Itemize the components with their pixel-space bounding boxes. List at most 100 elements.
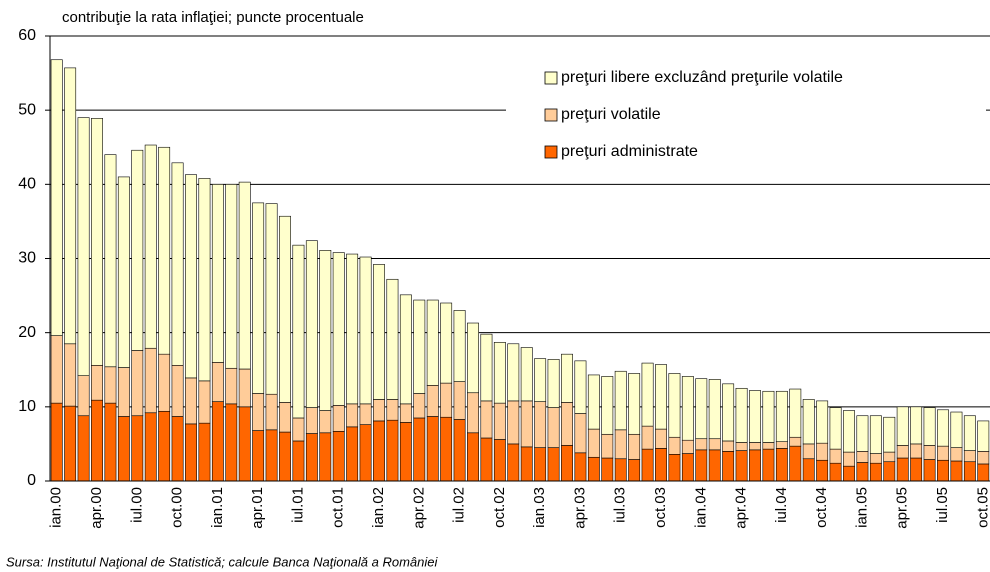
bar-segment	[480, 333, 493, 402]
bar-segment	[749, 449, 761, 482]
y-tick-label: 20	[18, 324, 36, 341]
bar-segment	[292, 440, 305, 482]
x-tick-label: apr.00	[88, 487, 105, 529]
bar-segment	[628, 373, 641, 435]
bar-segment	[211, 401, 224, 482]
bar-segment	[910, 443, 923, 459]
y-tick-label: 60	[18, 27, 36, 44]
bar-segment	[373, 420, 385, 482]
x-tick-label: iul.00	[128, 487, 145, 523]
legend-label: preţuri libere excluzând preţurile volat…	[561, 69, 843, 86]
bar-segment	[802, 443, 815, 460]
bar-segment	[292, 417, 305, 442]
bar-segment	[695, 438, 708, 451]
bar-segment	[238, 406, 251, 482]
bar-segment	[104, 402, 117, 482]
bar-segment	[359, 424, 372, 482]
bar-segment	[802, 399, 815, 445]
legend-box	[506, 58, 986, 170]
bar-segment	[252, 393, 265, 431]
bar-segment	[225, 184, 238, 369]
bar-segment	[641, 448, 654, 482]
bar-segment	[171, 364, 184, 417]
bar-segment	[681, 376, 694, 441]
bar-segment	[386, 399, 399, 421]
bar-segment	[762, 442, 775, 450]
x-tick-label: apr.01	[249, 487, 266, 529]
bar-segment	[117, 176, 130, 368]
bar-segment	[775, 441, 788, 449]
bar-segment	[279, 402, 291, 433]
bar-segment	[386, 419, 399, 482]
bar-segment	[252, 202, 265, 394]
bar-segment	[238, 181, 251, 370]
legend-swatch	[544, 108, 558, 122]
bar-segment	[829, 407, 842, 450]
bar-segment	[426, 299, 439, 386]
bar-segment	[869, 415, 882, 454]
legend-label: preţuri administrate	[561, 143, 698, 160]
bar-segment	[440, 302, 453, 384]
bar-segment	[117, 416, 130, 482]
bar-segment	[628, 433, 641, 460]
bar-segment	[507, 400, 520, 445]
bar-segment	[722, 383, 735, 442]
bar-segment	[668, 373, 681, 438]
bar-segment	[869, 462, 882, 482]
bar-segment	[64, 405, 77, 482]
bar-segment	[896, 445, 909, 459]
bar-segment	[211, 184, 224, 363]
bar-segment	[910, 406, 923, 445]
legend-swatch	[544, 71, 558, 85]
bar-segment	[735, 442, 748, 451]
bar-segment	[681, 439, 694, 454]
x-tick-label: ian.04	[692, 487, 709, 528]
bar-segment	[641, 425, 654, 450]
bar-segment	[453, 419, 466, 482]
bar-segment	[601, 457, 614, 482]
bar-segment	[668, 453, 681, 482]
bar-segment	[775, 390, 788, 442]
bar-segment	[171, 416, 184, 482]
bar-segment	[843, 451, 855, 467]
bar-segment	[923, 459, 936, 482]
bar-segment	[695, 378, 708, 440]
bar-segment	[843, 465, 855, 482]
bar-segment	[399, 422, 412, 482]
bar-segment	[816, 400, 829, 444]
bar-segment	[789, 445, 802, 482]
bar-segment	[131, 350, 144, 417]
bar-segment	[534, 358, 547, 402]
bar-segment	[802, 458, 815, 482]
bar-segment	[963, 415, 976, 451]
bar-segment	[601, 433, 614, 459]
bar-segment	[426, 385, 439, 417]
bar-segment	[587, 374, 600, 430]
bar-segment	[50, 59, 63, 336]
bar-segment	[359, 403, 372, 425]
x-tick-label: iul.02	[451, 487, 468, 523]
bar-segment	[520, 446, 533, 482]
legend-label: preţuri volatile	[561, 106, 661, 123]
bar-segment	[346, 253, 359, 405]
bar-segment	[655, 448, 667, 482]
bar-segment	[520, 400, 533, 448]
y-tick-label: 40	[18, 176, 36, 193]
chart-title: contribuţie la rata inflaţiei; puncte pr…	[62, 9, 364, 26]
bar-segment	[332, 252, 345, 406]
bar-segment	[735, 387, 748, 443]
bar-segment	[480, 400, 493, 439]
bar-segment	[480, 437, 493, 482]
bar-segment	[937, 409, 949, 447]
bar-segment	[319, 250, 332, 411]
x-tick-label: apr.05	[894, 487, 911, 529]
bar-segment	[695, 449, 708, 482]
bar-segment	[171, 162, 184, 366]
bar-segment	[50, 402, 63, 482]
x-tick-label: ian.00	[48, 487, 65, 528]
bar-segment	[185, 377, 197, 425]
bar-segment	[198, 178, 211, 382]
bar-segment	[144, 347, 157, 414]
bar-segment	[238, 368, 251, 408]
